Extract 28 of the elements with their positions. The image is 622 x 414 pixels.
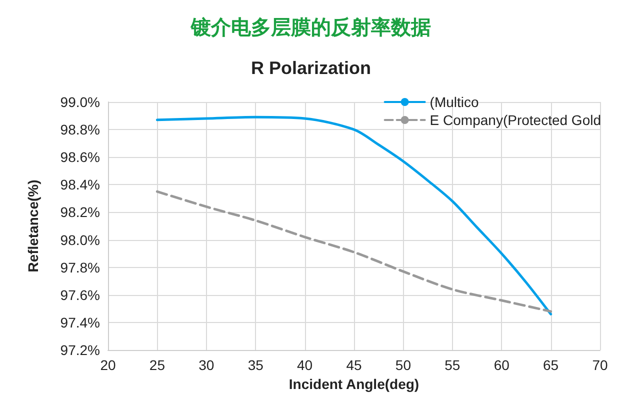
x-tick-label: 45 xyxy=(346,357,362,373)
legend-label: (Multico xyxy=(430,94,480,110)
x-tick-label: 30 xyxy=(198,357,214,373)
chart-title: 镀介电多层膜的反射率数据 xyxy=(190,15,431,39)
y-tick-label: 97.6% xyxy=(60,286,100,303)
x-tick-label: 35 xyxy=(248,357,264,373)
y-tick-label: 97.4% xyxy=(60,314,100,330)
y-tick-label: 98.4% xyxy=(60,176,100,193)
legend-label: E Company(Protected Gold xyxy=(430,112,602,128)
y-tick-label: 97.2% xyxy=(60,342,100,358)
x-tick-label: 25 xyxy=(149,357,166,373)
y-tick-label: 98.8% xyxy=(60,122,100,138)
y-tick-label: 98.6% xyxy=(60,149,100,166)
x-axis-title: Incident Angle(deg) xyxy=(288,376,420,392)
x-tick-label: 20 xyxy=(100,357,116,373)
chart-subtitle: R Polarization xyxy=(250,58,372,78)
x-tick-label: 65 xyxy=(543,357,559,373)
y-tick-label: 97.8% xyxy=(60,259,100,276)
x-tick-label: 55 xyxy=(444,357,460,373)
x-tick-label: 40 xyxy=(297,357,313,373)
line-series xyxy=(156,190,552,313)
x-tick-label: 60 xyxy=(494,357,510,373)
x-tick-label: 70 xyxy=(592,357,608,373)
y-tick-label: 99.0% xyxy=(60,94,100,110)
y-tick-label: 98.2% xyxy=(60,204,100,220)
x-tick-label: 50 xyxy=(395,357,412,373)
y-axis-title: Refletance(%) xyxy=(25,180,41,272)
y-tick-label: 98.0% xyxy=(60,232,100,248)
